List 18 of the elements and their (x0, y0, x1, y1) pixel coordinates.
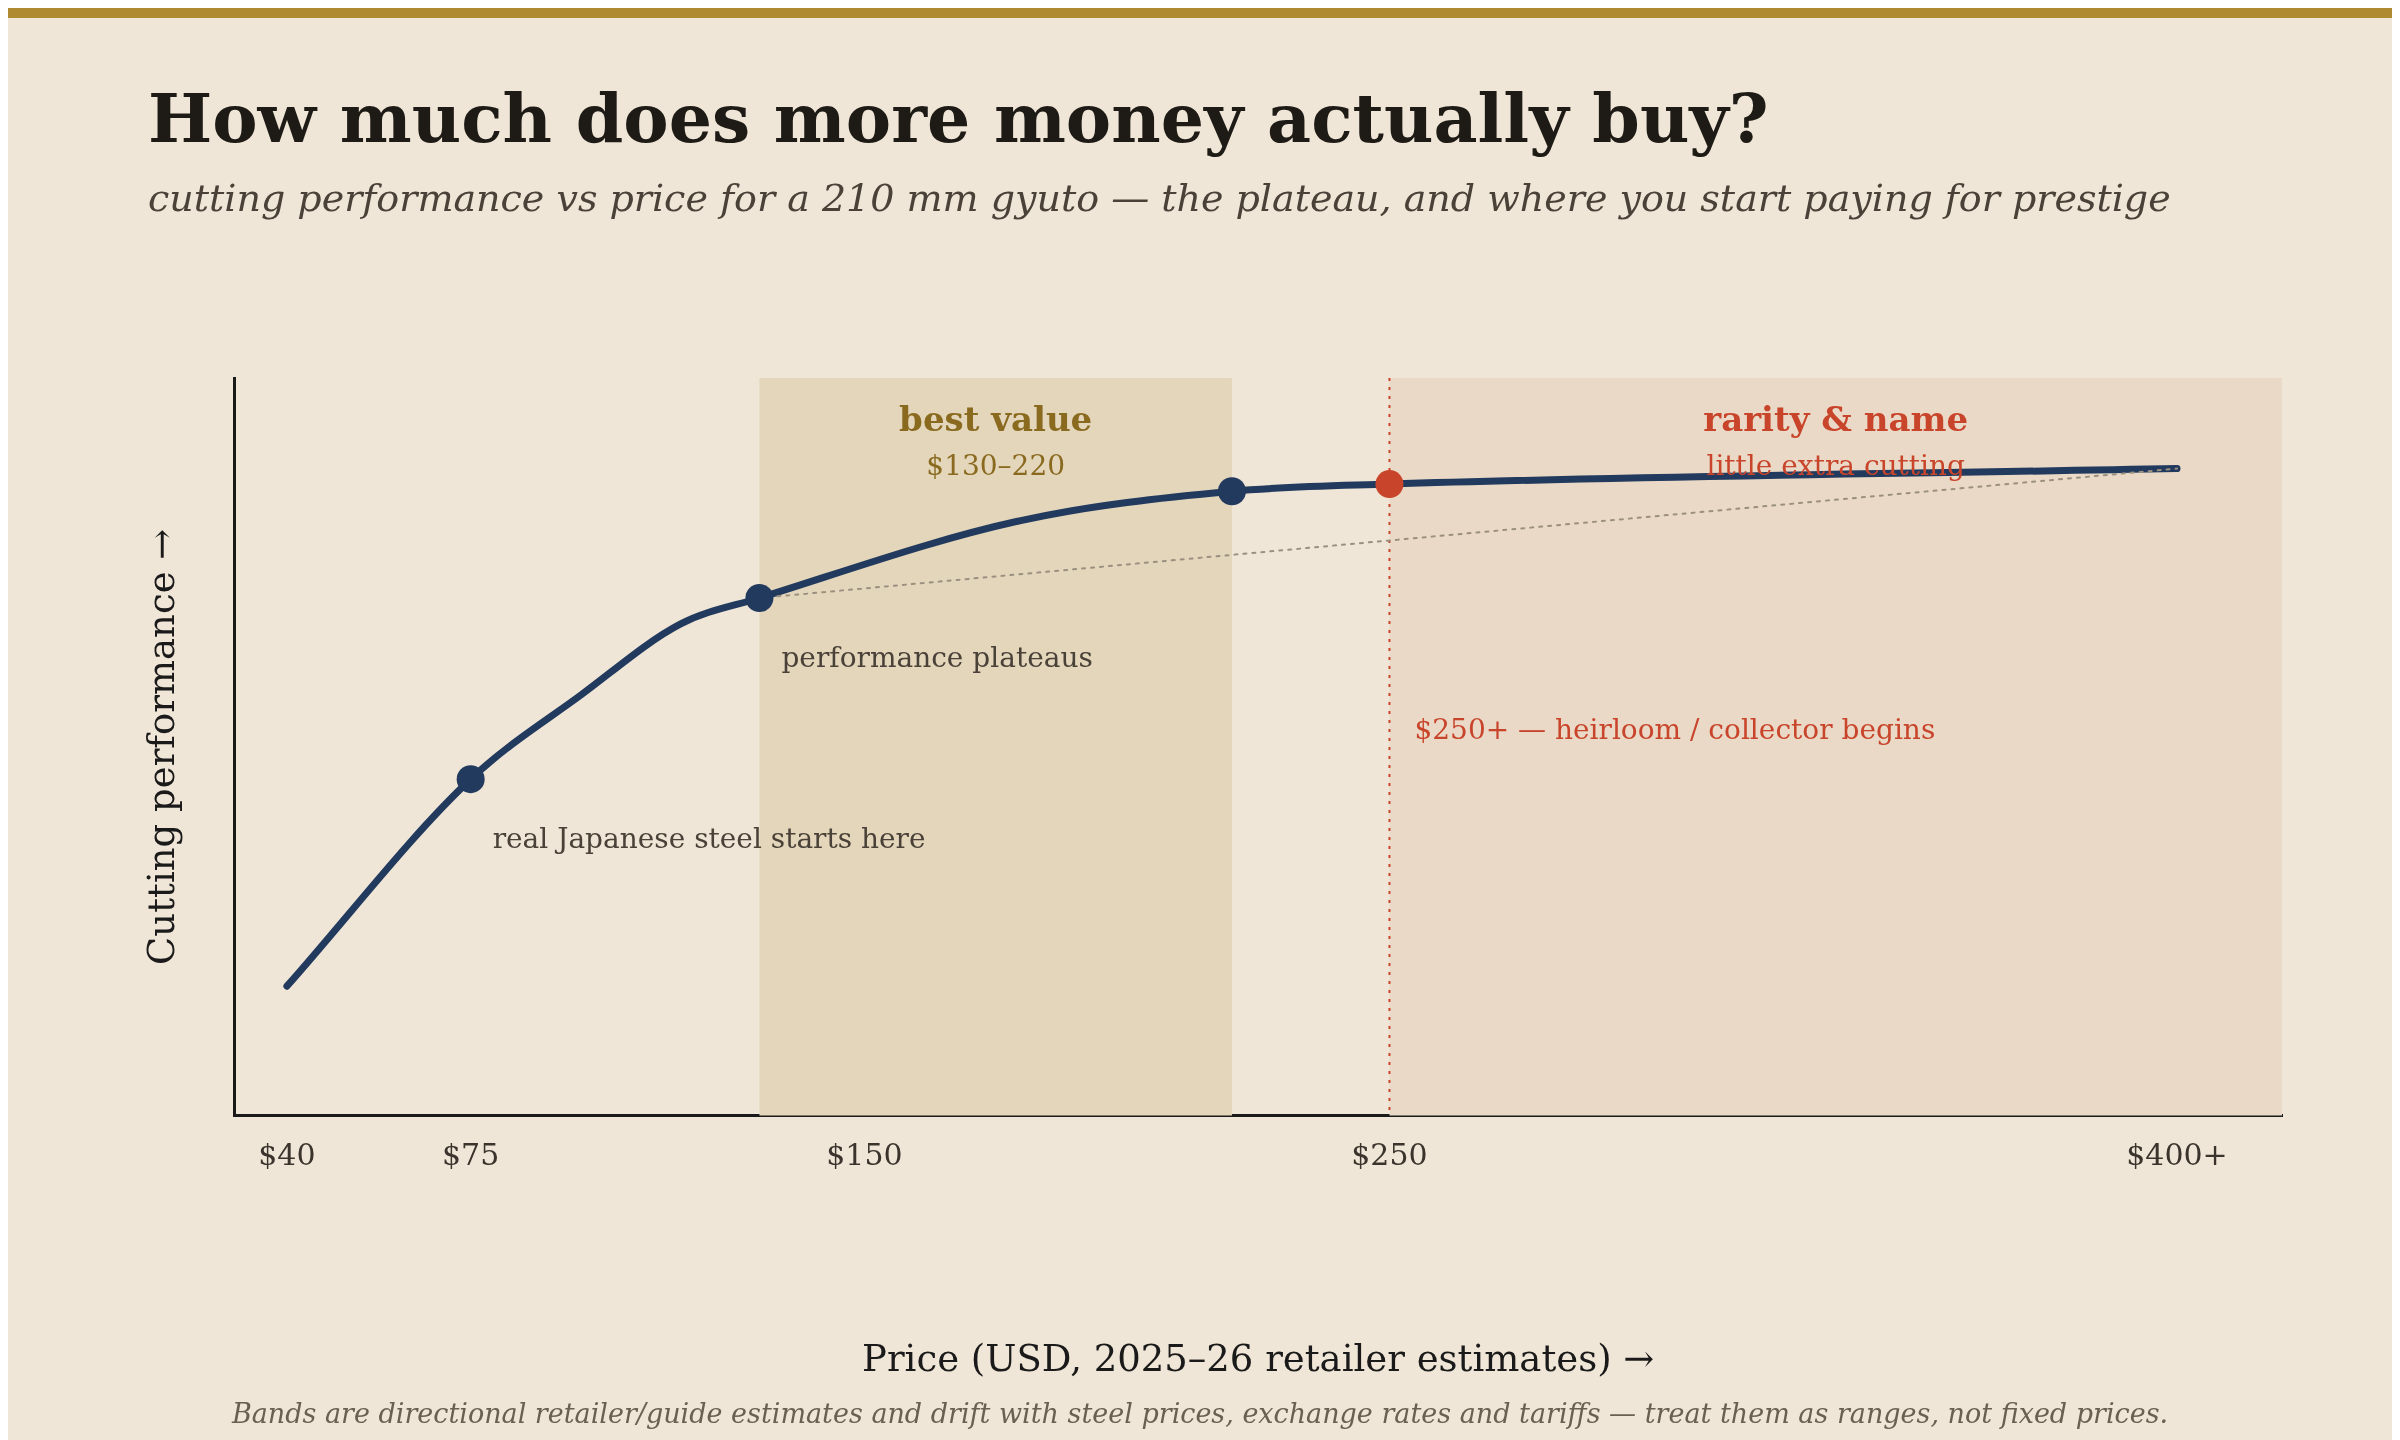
point (745, 583, 774, 612)
chart-title: How much does more money actually buy? (148, 78, 1770, 158)
chart-subtitle: cutting performance vs price for a 210 mm gyuto — the plateau, and where you start paying for prestige (148, 176, 2172, 220)
x-tick-label: $400+ (2126, 1137, 2228, 1173)
point (1217, 477, 1246, 506)
x-tick-label: $150 (826, 1137, 903, 1173)
text: Bands are directional retailer/guide estimates and drift with steel prices, exchange rates and tariffs — treat them as ranges, not fixed prices. (230, 1398, 2170, 1431)
annotation: performance plateaus (781, 641, 1093, 675)
point (1375, 470, 1404, 499)
x-axis-title: Price (USD, 2025–26 retailer estimates) → (862, 1337, 1655, 1381)
x-tick-label: $40 (258, 1137, 316, 1173)
x-tick-label: $250 (1351, 1137, 1428, 1173)
x-tick-label: $75 (442, 1137, 500, 1173)
y-axis-title: Cutting performance → (139, 528, 183, 965)
band-label: best value $130–220 (899, 398, 1093, 483)
point (456, 765, 485, 794)
ref-line-label: $250+ — heirloom / collector begins (1414, 713, 1936, 747)
annotation: real Japanese steel starts here (492, 822, 926, 856)
